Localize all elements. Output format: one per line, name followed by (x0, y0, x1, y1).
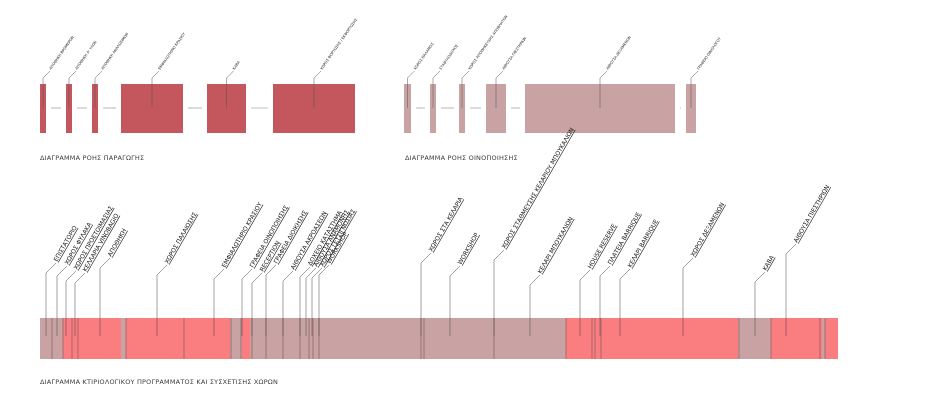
program-leader-line (156, 264, 168, 276)
program-leader-line (251, 272, 263, 284)
leader-line (94, 70, 103, 79)
winemaking-block (404, 84, 411, 133)
program-leader-line (579, 269, 591, 281)
program-leader-line (318, 264, 330, 276)
program-segment (771, 318, 822, 359)
winemaking-block (459, 84, 465, 133)
winemaking-label: ΧΩΡΟΣ ΘΑΛΑΜΟΣ (413, 41, 435, 70)
winemaking-label: ΑΙΘΟΥΣΑ ΠΙΕΣΤΗΡΙΩΝ (502, 36, 528, 71)
program-leader-line (311, 267, 323, 279)
program-label: ΧΩΡΟΣ ΔΕΞΑΜΕΝΩΝ (690, 202, 727, 258)
program-label: WORKSHOP (457, 231, 481, 266)
program-label: ΑΙΘΟΥΣΑ ΠΙΕΣΤΗΡΙΩΝ (793, 184, 832, 244)
program-leader-line (265, 264, 277, 276)
program-leader-line (305, 267, 317, 279)
winemaking-label: ΧΩΡΟΣ ΑΠΟΘΗΚΕΥΣΗΣ ΑΠΟΒΛΗΤΩΝ (468, 14, 509, 70)
production-block (40, 84, 46, 133)
production-block (66, 84, 72, 133)
program-leader-line (99, 257, 111, 269)
winemaking-block (686, 84, 696, 133)
production-flow-diagram: ΑΠΟΘΗΚΗ ΒΡΟΜΕΡΩΝ ΑΠΟΘΗΚΗ Α' ΥΛΩΝ ΑΠΟΘΗΚΗ Α… (40, 17, 359, 133)
program-leader-line (529, 274, 541, 286)
winemaking-flow-diagram: ΧΩΡΟΣ ΘΑΛΑΜΟΣ ΣΤΑΦΥΛΟΔΟΧΟΣ ΧΩΡΟΣ ΑΠΟΘΗΚΕΥΣ… (404, 14, 722, 133)
program-segment (825, 318, 838, 359)
program-leader-line (299, 266, 311, 278)
winemaking-label: ΑΙΘΟΥΣΑ ΔΕΞΑΜΕΝΩΝ (606, 35, 633, 70)
program-segment (242, 318, 250, 359)
winemaking-block (430, 84, 436, 133)
leader-line (151, 70, 160, 79)
program-label: ΧΩΡΟΣ ΠΑΛΑΙΩΣΗΣ (164, 211, 199, 265)
program-leader-line (420, 252, 432, 264)
winemaking-block (486, 84, 506, 133)
program-leader-line (241, 268, 253, 280)
program-leader-line (619, 268, 631, 280)
program-segment (63, 318, 121, 359)
production-label: ΑΠΟΘΗΚΗ ΑΝΑΛΩΣΙΜΩΝ (101, 32, 130, 71)
program-label: ΚΕΛΑΡΙ ΜΠΟΥΚΑΛΙΩΝ (537, 216, 575, 275)
leader-line (313, 70, 322, 79)
leader-line (690, 70, 699, 79)
leader-line (226, 70, 234, 79)
leader-line (461, 70, 470, 79)
program-label: ΧΩΡΟΣ ΣΤΑ ΚΕΛΑΡΙΑ (428, 195, 465, 253)
program-leader-line (74, 272, 86, 284)
program-label: ΚΑΒΑ (762, 254, 777, 272)
program-leader-line (65, 270, 77, 282)
program-leader-line (493, 249, 505, 261)
winemaking-caption: ΔΙΑΓΡΑΜΜΑ ΡΟΗΣ ΟΙΝΟΠΟΙΗΣΗΣ (405, 154, 518, 162)
program-segment (126, 318, 230, 359)
production-block (92, 84, 98, 133)
program-leader-line (682, 257, 694, 269)
leader-line (42, 70, 51, 79)
production-caption: ΔΙΑΓΡΑΜΜΑ ΡΟΗΣ ΠΑΡΑΓΩΓΗΣ (40, 154, 144, 162)
production-label: ΑΠΟΘΗΚΗ ΒΡΟΜΕΡΩΝ (49, 35, 75, 70)
leader-line (432, 70, 441, 79)
production-label: ΑΠΟΘΗΚΗ Α' ΥΛΩΝ (75, 40, 98, 71)
leader-line (599, 70, 608, 79)
leader-line (495, 70, 504, 79)
production-label: ΕΜΦΙΑΛΩΤΗΡΙΟ ΚΡΑΣΙΟΥ (158, 31, 187, 70)
program-leader-line (282, 270, 294, 282)
production-label: ΧΩΡΟΣ ΦΟΡΤΩΣΗΣ / ΕΚΦΟΡΤΩΣΗΣ (320, 17, 359, 70)
program-leader-line (449, 265, 461, 277)
program-caption: ΔΙΑΓΡΑΜΜΑ ΚΤΙΡΙΟΛΟΓΙΚΟΥ ΠΡΟΓΡΑΜΜΑΤΟΣ ΚΑΙ… (40, 378, 278, 386)
winemaking-label: ΓΡΑΦΕΙΟ ΟΙΝΟΛΟΓΟΥ (697, 36, 723, 70)
program-leader-line (213, 268, 225, 280)
program-leader-line (45, 262, 57, 274)
winemaking-label: ΣΤΑΦΥΛΟΔΟΧΟΣ (439, 43, 460, 71)
leader-line (407, 70, 415, 79)
production-label: ΚΑΒΑ (232, 60, 241, 71)
program-leader-line (56, 265, 68, 277)
leader-line (68, 70, 77, 79)
program-leader-line (754, 271, 766, 283)
program-leader-line (599, 265, 611, 277)
program-leader-line (785, 243, 797, 255)
